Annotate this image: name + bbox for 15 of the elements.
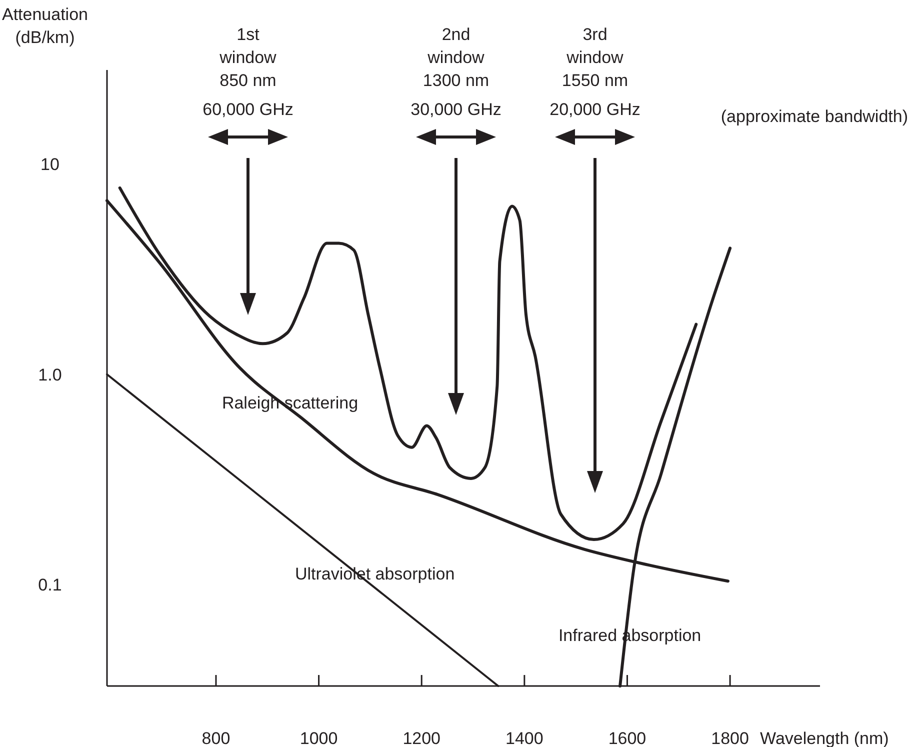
y-tick-label: 10 <box>40 155 60 174</box>
annotation: (approximate bandwidth) <box>720 107 908 126</box>
x-tick-label: 1200 <box>402 729 441 747</box>
x-tick-label: 1400 <box>506 729 544 747</box>
x-tick-label: 1600 <box>608 729 646 747</box>
annotation: 3rd window 1550 nm 20,000 GHz <box>550 25 640 119</box>
y-axis-title: Attenuation (dB/km) <box>2 5 88 47</box>
x-tick-label: 1000 <box>300 729 338 747</box>
annotation: 2nd window 1300 nm 30,000 GHz <box>410 25 502 119</box>
y-tick-label: 1.0 <box>38 365 62 384</box>
annotation: Raleigh scattering <box>222 394 358 413</box>
x-tick-label: 800 <box>202 729 230 747</box>
y-tick-label: 0.1 <box>38 576 62 595</box>
annotation: 1st window 850 nm 60,000 GHz <box>202 25 294 119</box>
x-tick-label: 1800 <box>711 729 749 747</box>
